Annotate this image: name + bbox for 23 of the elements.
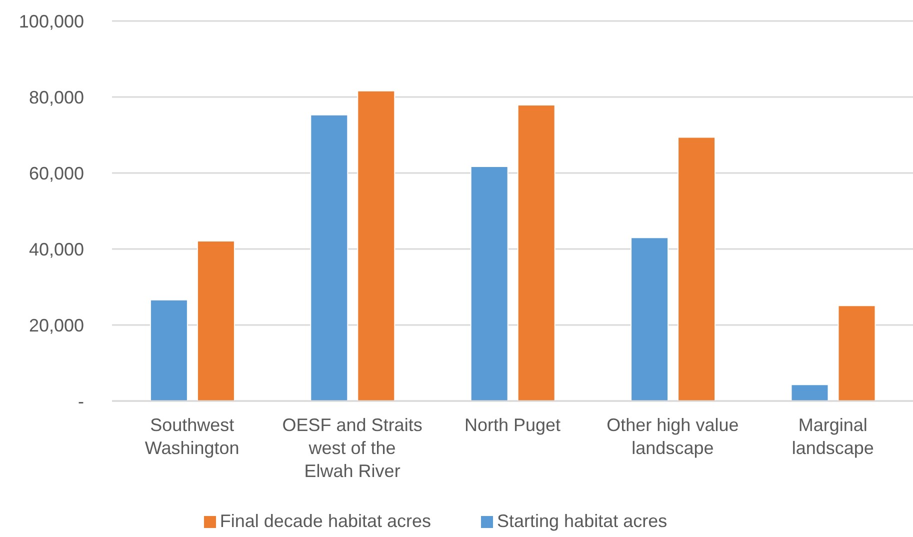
legend-label: Starting habitat acres	[497, 511, 668, 531]
x-tick-label: Southwest Washington	[144, 415, 240, 458]
legend-label: Final decade habitat acres	[220, 511, 432, 531]
bar	[517, 104, 556, 401]
y-tick-label: -	[78, 391, 84, 412]
y-tick-label: 60,000	[28, 163, 84, 184]
bar	[790, 384, 829, 401]
x-tick-label: North Puget	[464, 415, 561, 435]
y-tick-label: 20,000	[28, 315, 84, 336]
y-tick-label: 100,000	[18, 11, 84, 32]
x-tick-label: Other high value landscape	[606, 415, 739, 458]
bar	[310, 114, 348, 401]
bar	[196, 240, 235, 401]
bar	[630, 237, 669, 401]
bar	[150, 299, 188, 401]
bar	[838, 305, 876, 401]
x-tick-label: OESF and Straits west of the Elwah River	[282, 415, 422, 481]
bar	[357, 90, 396, 401]
y-tick-label: 80,000	[28, 87, 84, 108]
x-tick-label: Marginal landscape	[792, 415, 874, 458]
bar	[470, 166, 508, 401]
y-tick-label: 40,000	[28, 239, 84, 260]
bar	[678, 136, 716, 401]
